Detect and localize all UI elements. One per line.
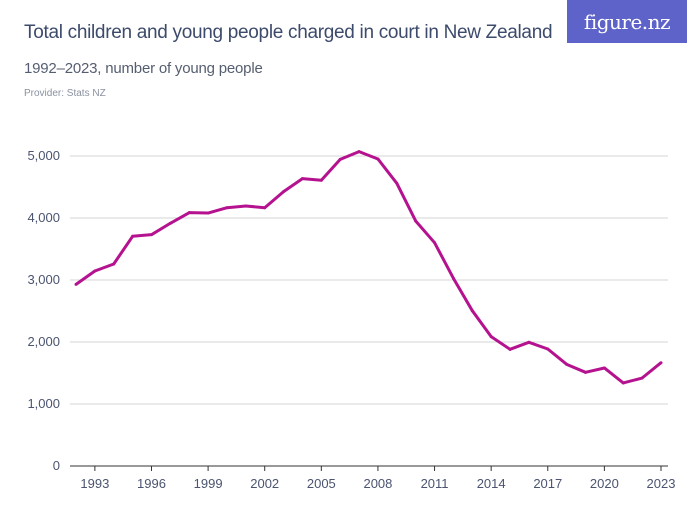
data-point xyxy=(470,309,474,313)
data-point xyxy=(376,157,380,161)
y-tick-label: 1,000 xyxy=(27,396,60,411)
data-point xyxy=(395,181,399,185)
data-point xyxy=(565,362,569,366)
y-tick-label: 2,000 xyxy=(27,334,60,349)
x-tick-label: 2020 xyxy=(590,476,619,491)
data-point xyxy=(282,190,286,194)
data-point xyxy=(300,177,304,181)
data-point xyxy=(508,347,512,351)
provider-label: Provider: Stats NZ xyxy=(24,88,106,99)
data-point xyxy=(206,211,210,215)
data-point xyxy=(93,269,97,273)
x-tick-label: 1999 xyxy=(194,476,223,491)
data-point xyxy=(451,276,455,280)
data-point xyxy=(244,204,248,208)
x-tick-label: 2011 xyxy=(421,476,449,491)
x-tick-label: 2002 xyxy=(250,476,279,491)
data-point xyxy=(112,262,116,266)
y-tick-label: 4,000 xyxy=(27,210,60,225)
chart-title: Total children and young people charged … xyxy=(24,22,553,43)
data-point xyxy=(546,347,550,351)
data-point xyxy=(74,282,78,286)
data-point xyxy=(433,241,437,245)
y-tick-label: 5,000 xyxy=(27,148,60,163)
data-point xyxy=(319,178,323,182)
data-point xyxy=(357,150,361,154)
data-point xyxy=(659,361,663,365)
data-point xyxy=(149,233,153,237)
data-point xyxy=(621,381,625,385)
data-point xyxy=(584,370,588,374)
data-point xyxy=(263,206,267,210)
data-point xyxy=(489,335,493,339)
data-point xyxy=(414,219,418,223)
data-point xyxy=(338,157,342,161)
x-tick-label: 1996 xyxy=(137,476,166,491)
y-tick-label: 3,000 xyxy=(27,272,60,287)
x-tick-label: 2008 xyxy=(363,476,392,491)
data-point xyxy=(602,366,606,370)
data-point xyxy=(131,234,135,238)
figure-nz-logo[interactable]: figure.nz xyxy=(567,0,687,43)
x-tick-label: 2014 xyxy=(477,476,506,491)
x-tick-label: 1993 xyxy=(80,476,109,491)
x-tick-label: 2023 xyxy=(647,476,676,491)
data-point xyxy=(527,340,531,344)
data-point xyxy=(168,221,172,225)
x-tick-label: 2005 xyxy=(307,476,336,491)
series-line xyxy=(75,150,662,385)
chart-subtitle: 1992–2023, number of young people xyxy=(24,60,263,77)
y-tick-label: 0 xyxy=(53,458,60,473)
data-point xyxy=(225,206,229,210)
x-tick-label: 2017 xyxy=(533,476,562,491)
data-point xyxy=(187,211,191,215)
data-point xyxy=(640,376,644,380)
